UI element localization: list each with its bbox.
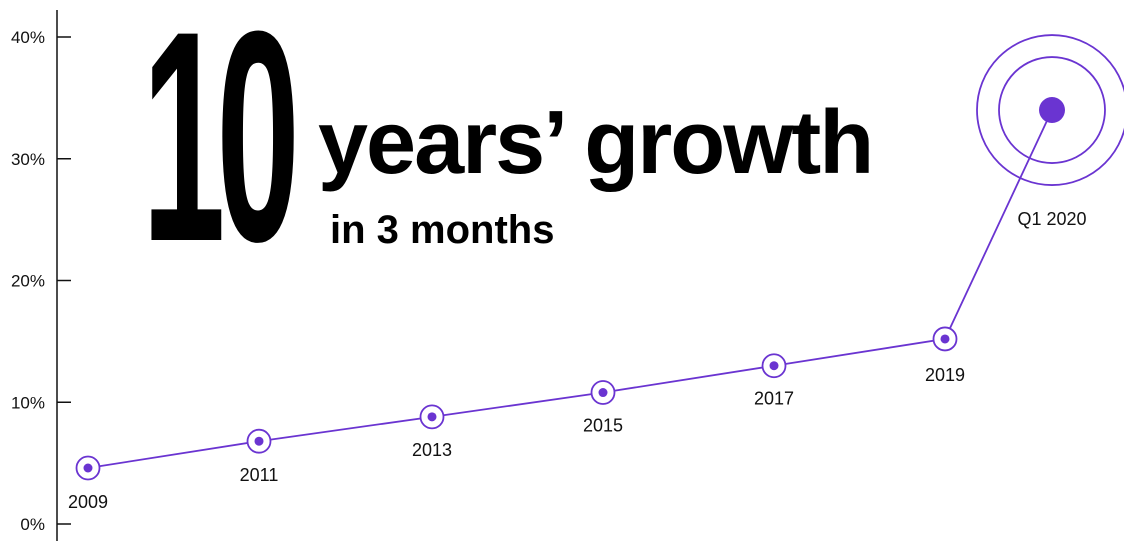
y-tick-label: 30%	[11, 150, 45, 169]
data-point	[590, 380, 616, 405]
point-dot	[940, 334, 950, 344]
headline-main: years’ growth	[318, 93, 874, 193]
highlight-dot	[1039, 97, 1065, 124]
point-label: 2009	[68, 492, 108, 512]
y-tick-label: 10%	[11, 393, 45, 412]
point-label: 2013	[412, 440, 452, 460]
highlight-ring-outer	[976, 34, 1124, 186]
data-point	[419, 404, 445, 430]
point-dot	[427, 412, 437, 422]
headline-number: 10	[142, 0, 300, 304]
point-label: Q1 2020	[1017, 209, 1086, 229]
highlight-ring-inner	[998, 56, 1106, 164]
point-label: 2011	[240, 465, 279, 485]
headline-sub: in 3 months	[330, 208, 555, 252]
data-point	[75, 455, 101, 481]
y-tick-label: 40%	[11, 28, 45, 47]
point-dot	[83, 463, 93, 473]
point-label: 2015	[583, 416, 623, 436]
data-point	[246, 428, 272, 454]
point-dot	[769, 361, 779, 371]
point-labels: 2009 2011 2013 2015 2017 2019 Q1 2020	[68, 209, 1087, 512]
point-label: 2019	[925, 365, 965, 385]
y-axis: 0% 10% 20% 30% 40%	[11, 10, 71, 541]
point-label: 2017	[754, 389, 794, 409]
point-dot	[598, 388, 608, 398]
y-tick-label: 20%	[11, 272, 45, 291]
point-dot	[254, 436, 264, 446]
point-markers	[75, 34, 1124, 481]
data-point	[976, 34, 1124, 186]
data-point	[761, 353, 787, 379]
y-tick-label: 0%	[20, 515, 45, 534]
data-point	[932, 326, 958, 352]
